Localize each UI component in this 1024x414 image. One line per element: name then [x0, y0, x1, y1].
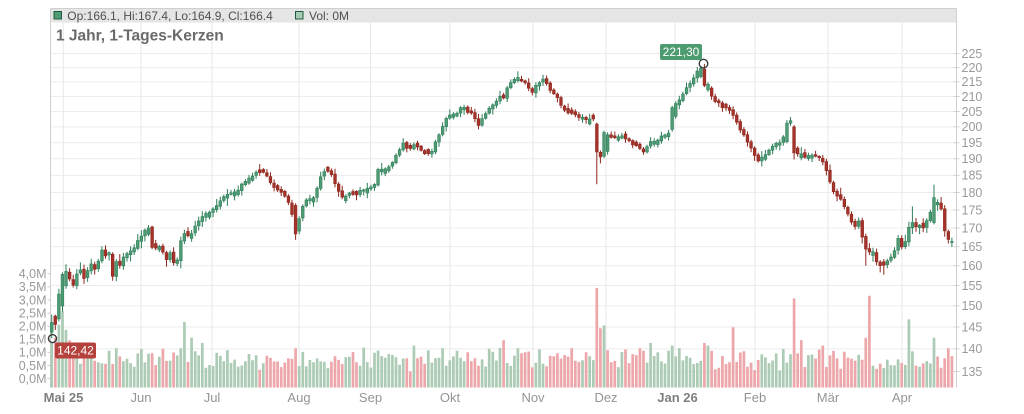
svg-text:Apr: Apr: [892, 390, 913, 405]
svg-text:Aug: Aug: [287, 390, 310, 405]
svg-text:Dez: Dez: [594, 390, 617, 405]
svg-text:Jun: Jun: [131, 390, 152, 405]
svg-text:Mär: Mär: [817, 390, 840, 405]
svg-text:1 Jahr, 1-Tages-Kerzen: 1 Jahr, 1-Tages-Kerzen: [56, 28, 224, 45]
svg-text:221,30: 221,30: [663, 45, 700, 59]
svg-text:Jul: Jul: [204, 390, 221, 405]
svg-text:180: 180: [962, 186, 983, 200]
svg-text:1,5M: 1,5M: [19, 333, 47, 347]
svg-text:195: 195: [962, 136, 983, 150]
svg-text:2,5M: 2,5M: [19, 306, 47, 320]
svg-text:2,0M: 2,0M: [19, 320, 47, 334]
svg-text:165: 165: [962, 240, 983, 254]
svg-text:210: 210: [962, 90, 983, 104]
svg-text:200: 200: [962, 120, 983, 134]
svg-text:3,5M: 3,5M: [19, 280, 47, 294]
svg-text:190: 190: [962, 152, 983, 166]
svg-text:140: 140: [962, 342, 983, 356]
svg-text:0,0M: 0,0M: [19, 372, 47, 386]
svg-text:Mai 25: Mai 25: [44, 390, 84, 405]
svg-text:215: 215: [962, 75, 983, 89]
svg-text:1,0M: 1,0M: [19, 346, 47, 360]
svg-text:142,42: 142,42: [57, 344, 94, 358]
svg-text:160: 160: [962, 259, 983, 273]
svg-text:155: 155: [962, 279, 983, 293]
svg-text:145: 145: [962, 320, 983, 334]
svg-text:Okt: Okt: [440, 390, 461, 405]
svg-text:4,0M: 4,0M: [19, 267, 47, 281]
svg-text:Vol: 0M: Vol: 0M: [309, 9, 349, 23]
svg-text:Op:166.1, Hi:167.4, Lo:164.9,: Op:166.1, Hi:167.4, Lo:164.9, Cl:166.4: [67, 9, 273, 23]
svg-text:Nov: Nov: [521, 390, 545, 405]
svg-text:185: 185: [962, 169, 983, 183]
svg-text:3,0M: 3,0M: [19, 293, 47, 307]
svg-text:205: 205: [962, 105, 983, 119]
svg-text:0,5M: 0,5M: [19, 359, 47, 373]
svg-text:170: 170: [962, 221, 983, 235]
svg-text:150: 150: [962, 299, 983, 313]
svg-text:Sep: Sep: [359, 390, 382, 405]
svg-text:225: 225: [962, 47, 983, 61]
svg-text:135: 135: [962, 365, 983, 379]
svg-text:220: 220: [962, 61, 983, 75]
svg-text:175: 175: [962, 203, 983, 217]
svg-text:Jan 26: Jan 26: [657, 390, 697, 405]
svg-text:Feb: Feb: [744, 390, 766, 405]
